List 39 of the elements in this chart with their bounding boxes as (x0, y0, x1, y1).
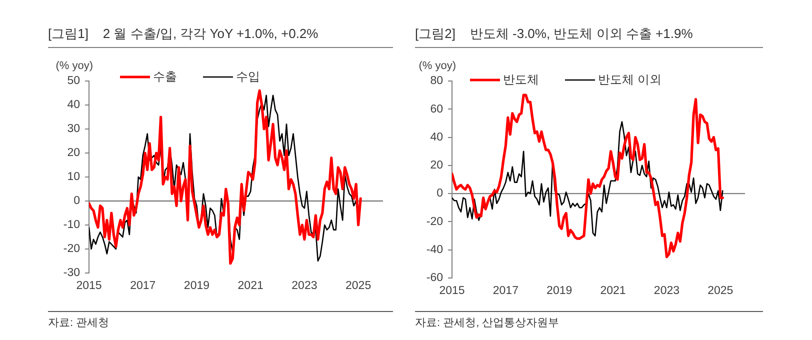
y-tick-label: 40 (67, 99, 80, 112)
legend-label: 반도체 (503, 72, 539, 86)
legend-label: 수출 (153, 69, 177, 84)
y-tick-label: 20 (430, 160, 443, 172)
x-tick-label: 2021 (600, 285, 626, 298)
text: 자료: 관세청 (48, 316, 110, 330)
y-axis-title: (% yoy) (418, 60, 456, 72)
x-tick-label: 2017 (492, 285, 518, 298)
x-tick-label: 2015 (439, 285, 465, 298)
y-tick-label: -60 (426, 272, 443, 284)
x-tick-label: 2023 (654, 285, 680, 298)
y-tick-label: -30 (63, 267, 80, 280)
y-tick-label: 20 (67, 147, 80, 160)
x-tick-label: 2017 (130, 280, 156, 292)
x-tick-label: 2019 (184, 280, 210, 292)
chart-title: [그림1] 2 월 수출/입, 각각 YoY +1.0%, +0.2% (48, 22, 393, 48)
x-tick-label: 2025 (708, 285, 734, 298)
y-tick-label: 0 (436, 188, 443, 200)
y-tick-label: 60 (430, 103, 443, 116)
y-tick-label: -20 (426, 216, 443, 228)
x-tick-label: 2025 (346, 280, 372, 292)
y-tick-label: 50 (67, 75, 80, 88)
x-tick-label: 2021 (238, 280, 264, 292)
y-tick-label: -20 (63, 243, 80, 256)
y-tick-label: 10 (67, 171, 80, 184)
x-tick-label: 2023 (292, 280, 318, 292)
x-tick-label: 2019 (546, 285, 572, 298)
legend-label: 수입 (236, 69, 260, 84)
y-tick-label: 0 (74, 195, 80, 208)
legend-label: 반도체 이외 (598, 72, 662, 86)
y-tick-label: -40 (426, 244, 443, 256)
y-tick-label: -10 (63, 219, 80, 232)
x-tick-label: 2015 (76, 280, 102, 292)
chart-title: [그림2] 반도체 -3.0%, 반도체 이외 수출 +1.9% (415, 22, 763, 48)
text: 자료: 관세청, 산업통상자원부 (415, 316, 560, 330)
y-axis-title: (% yoy) (56, 60, 93, 72)
y-tick-label: 40 (430, 131, 443, 144)
y-tick-label: 30 (67, 123, 80, 136)
y-tick-label: 80 (430, 75, 443, 88)
